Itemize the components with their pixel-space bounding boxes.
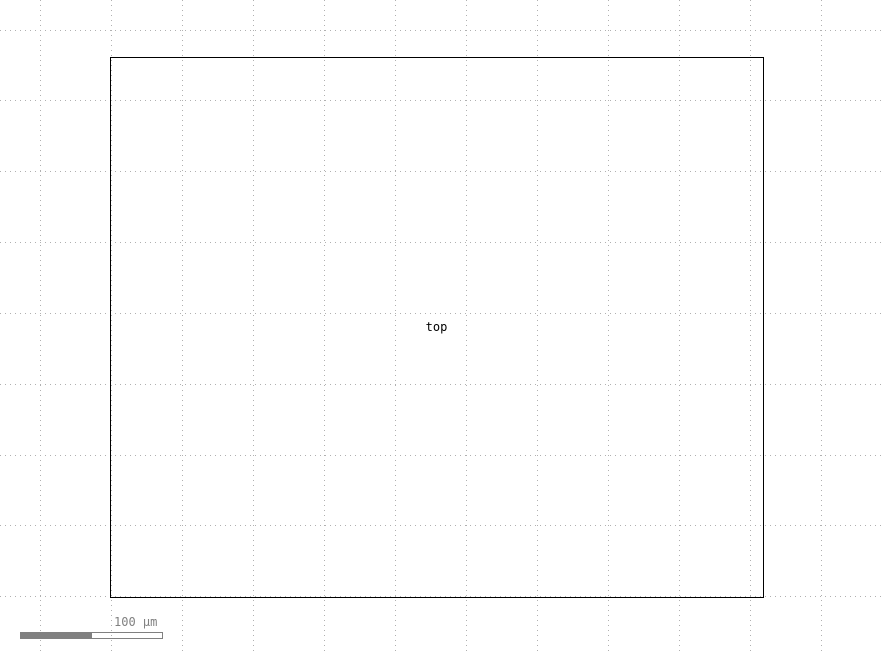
cell-boundary[interactable]: [110, 57, 764, 598]
cell-name-label: top: [426, 320, 448, 334]
scale-bar: 100 µm: [20, 615, 163, 639]
scale-bar-filled-segment: [20, 632, 92, 638]
scale-bar-label: 100 µm: [114, 615, 157, 629]
scale-bar-outline: [20, 632, 163, 639]
